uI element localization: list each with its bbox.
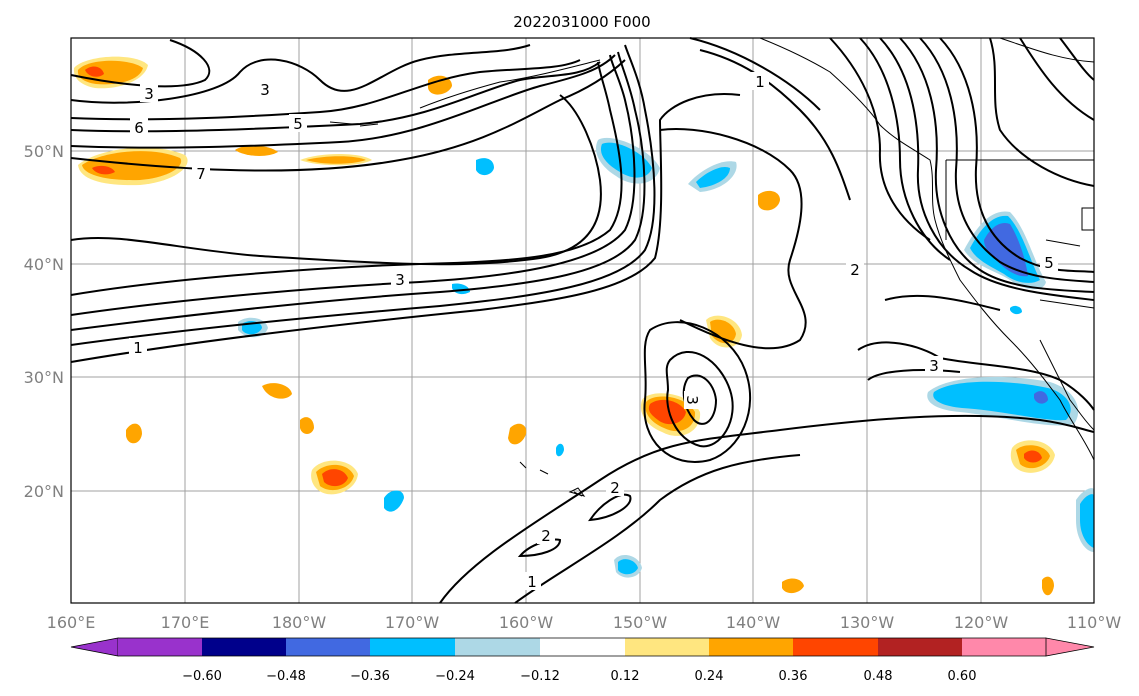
colorbar-extend-low: [70, 637, 119, 657]
contour-label: 2: [610, 479, 620, 497]
lon-tick: 130°W: [840, 613, 895, 632]
lat-axis: 50°N 40°N 30°N 20°N: [24, 142, 64, 501]
contour-label: 1: [133, 339, 143, 357]
shade-neg-8b: [1080, 494, 1094, 548]
contour-label: 2: [850, 261, 860, 279]
shade-pos-4b: [306, 156, 366, 164]
shade-pos-3: [235, 145, 278, 156]
colorbar-tick: 0.36: [779, 669, 808, 684]
shade-pos-5: [428, 75, 452, 95]
contour-label: 1: [527, 573, 537, 591]
map-border: [70, 37, 1095, 604]
colorbar-extend-high: [1045, 637, 1095, 657]
contour-label: 5: [1044, 254, 1054, 272]
colorbar-segment: [202, 638, 286, 656]
shade-pos-14: [782, 578, 804, 594]
shade-pos-9c: [322, 469, 348, 487]
colorbar-tick: −0.24: [435, 669, 475, 684]
figure-title: 2022031000 F000: [513, 13, 650, 31]
colorbar-tick: −0.36: [350, 669, 390, 684]
colorbar-tick: −0.60: [182, 669, 222, 684]
lat-tick: 50°N: [24, 142, 64, 161]
coastlines: [329, 37, 1095, 497]
shade-pos-10: [262, 383, 292, 399]
colorbar-segment: [455, 638, 540, 656]
colorbar: −0.60 −0.48 −0.36 −0.24 −0.12 0.12 0.24 …: [70, 637, 1095, 684]
colorbar-tick: 0.60: [948, 669, 977, 684]
lon-tick: 110°W: [1067, 613, 1122, 632]
lon-tick: 120°W: [954, 613, 1009, 632]
lon-tick: 140°W: [726, 613, 781, 632]
contour-label: 5: [293, 115, 303, 133]
colorbar-segment: [370, 638, 455, 656]
shade-pos-8c: [648, 399, 686, 425]
shade-pos-1c: [92, 165, 115, 175]
shade-pos-2c: [85, 66, 104, 77]
contour-label: 6: [134, 119, 144, 137]
shade-pos-13c: [1024, 450, 1042, 463]
height-contours: [70, 37, 1095, 604]
colorbar-segment: [793, 638, 878, 656]
shade-neg-9b: [618, 559, 638, 575]
lat-tick: 30°N: [24, 368, 64, 387]
colorbar-tick: 0.12: [611, 669, 640, 684]
contour-label: 3: [395, 271, 405, 289]
shade-neg-12: [1010, 305, 1022, 315]
contour-label: 1: [755, 73, 765, 91]
contour-label: 2: [541, 527, 551, 545]
lat-tick: 40°N: [24, 255, 64, 274]
contour-label: 3: [929, 357, 939, 375]
lon-axis: 160°E 170°E 180°W 170°W 160°W 150°W 140°…: [47, 613, 1122, 632]
colorbar-segment: [286, 638, 370, 656]
colorbar-segment: [962, 638, 1046, 656]
colorbar-tick: 0.24: [695, 669, 724, 684]
shade-pos-15: [1042, 576, 1054, 596]
contour-label: 3: [144, 85, 154, 103]
shade-neg-11: [556, 443, 564, 457]
shade-pos-12: [508, 423, 527, 445]
contour-label: 3: [260, 81, 270, 99]
contour-label: 7: [196, 165, 206, 183]
shade-neg-3: [476, 158, 494, 176]
lon-tick: 170°W: [385, 613, 440, 632]
colorbar-tick: 0.48: [864, 669, 893, 684]
colorbar-segment: [625, 638, 709, 656]
shade-neg-10: [384, 490, 404, 512]
shade-neg-7c: [1034, 391, 1048, 404]
shade-pos-16: [300, 417, 314, 434]
map-panel: [70, 37, 1095, 604]
colorbar-tick: −0.48: [266, 669, 306, 684]
lat-tick: 20°N: [24, 482, 64, 501]
lon-tick: 150°W: [613, 613, 668, 632]
lon-tick: 180°W: [272, 613, 327, 632]
shade-neg-7b: [933, 381, 1071, 421]
colorbar-segment: [878, 638, 962, 656]
colorbar-segment: [540, 638, 625, 656]
colorbar-tick: −0.12: [520, 669, 560, 684]
shade-neg-2b: [696, 166, 730, 188]
contour-label: 3: [683, 395, 701, 405]
colorbar-segment: [118, 638, 202, 656]
lon-tick: 160°E: [47, 613, 96, 632]
shade-neg-1b: [600, 142, 652, 178]
lon-tick: 170°E: [161, 613, 210, 632]
colorbar-segment: [709, 638, 793, 656]
contour-label-group: 3 3 6 5 7 1 3 1 2 5 3 3 2 2 1: [129, 72, 1058, 591]
lon-tick: 160°W: [499, 613, 554, 632]
shade-pos-11: [126, 423, 142, 444]
shade-pos-6: [758, 190, 780, 211]
